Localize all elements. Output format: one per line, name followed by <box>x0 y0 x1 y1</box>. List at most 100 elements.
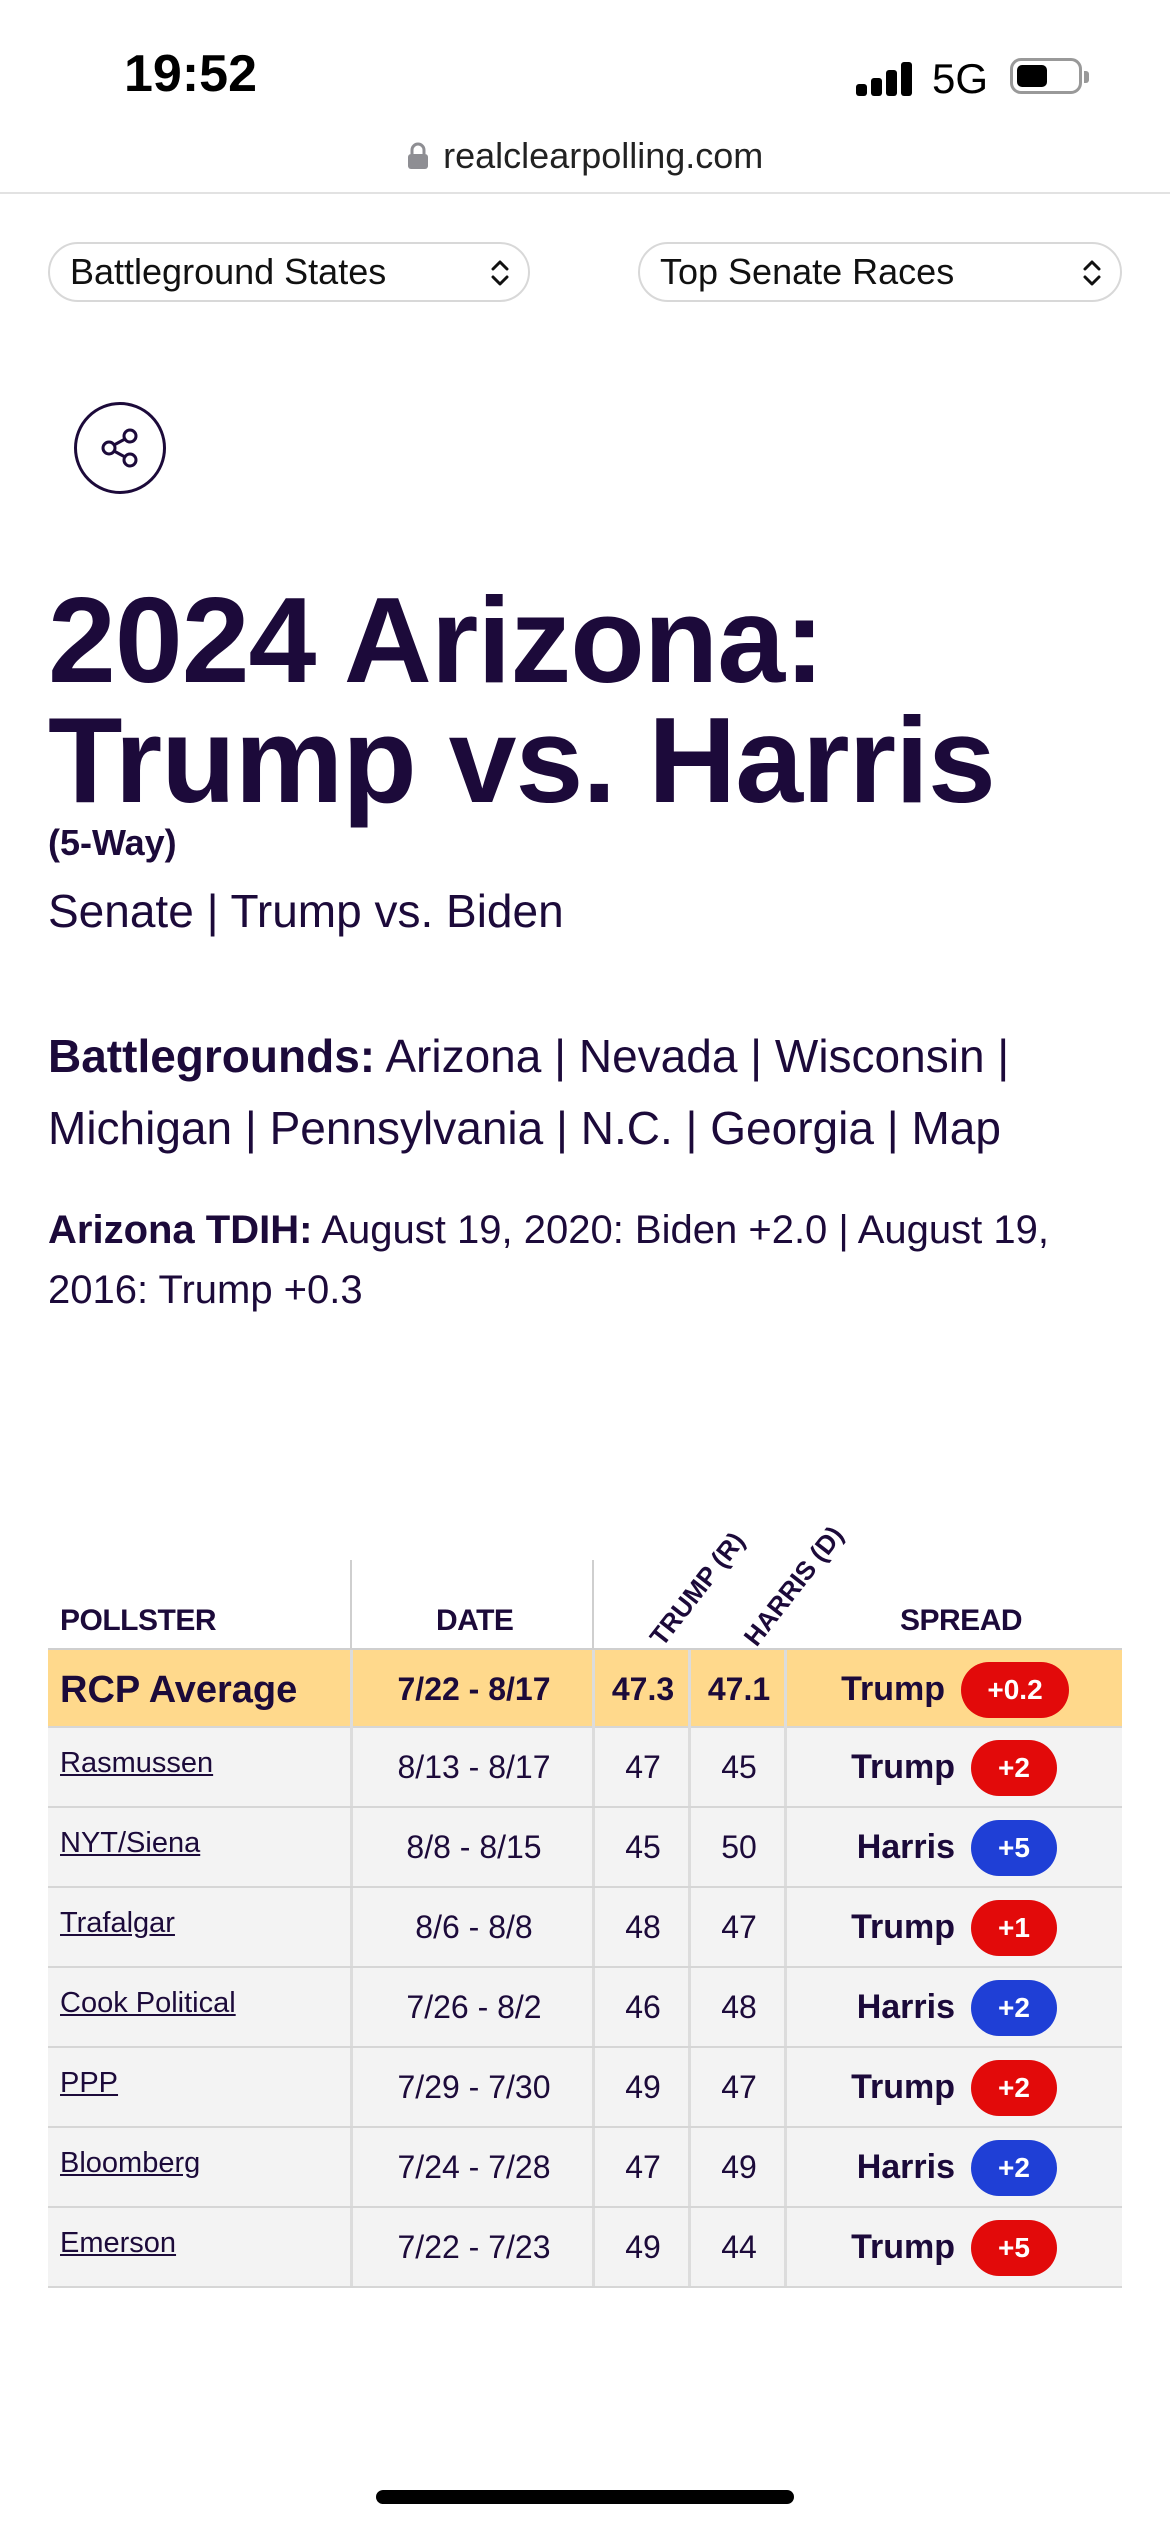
link-nevada[interactable]: Nevada <box>578 1030 738 1082</box>
table-row: Bloomberg 7/24 - 7/28 47 49 Harris +2 <box>48 2128 1122 2208</box>
pollster-link[interactable]: Cook Political <box>60 1987 236 2019</box>
poll-date: 7/22 - 7/23 <box>350 2208 595 2286</box>
average-row: RCP Average 7/22 - 8/17 47.3 47.1 Trump +0.2 <box>48 1648 1122 1728</box>
link-pennsylvania[interactable]: Pennsylvania <box>269 1102 544 1154</box>
header-divider-line <box>592 1560 594 1648</box>
harris-value: 50 <box>688 1808 787 1886</box>
spread-badge: +2 <box>971 2140 1057 2196</box>
header-divider <box>0 192 1170 194</box>
table-body: RCP Average 7/22 - 8/17 47.3 47.1 Trump +0.2 R… <box>48 1648 1122 2288</box>
this-day-in-history: Arizona TDIH: August 19, 2020: Biden +2.… <box>48 1200 1138 1320</box>
tdih-label: Arizona TDIH: <box>48 1208 313 1252</box>
spread-badge: +5 <box>971 2220 1057 2276</box>
poll-date: 7/29 - 7/30 <box>350 2048 595 2126</box>
pollster-link[interactable]: NYT/Siena <box>60 1827 201 1859</box>
pollster-link[interactable]: Bloomberg <box>60 2147 201 2179</box>
spread-cell: Harris +5 <box>784 1808 1125 1886</box>
harris-value: 47 <box>688 1888 787 1966</box>
spread-cell: Harris +2 <box>784 2128 1125 2206</box>
harris-value: 45 <box>688 1728 787 1806</box>
battery-icon <box>1010 58 1089 94</box>
table-row: Cook Political 7/26 - 8/2 46 48 Harris +2 <box>48 1968 1122 2048</box>
top-senate-races-label: Top Senate Races <box>660 251 955 292</box>
page-subtitle: (5-Way) <box>48 822 177 863</box>
polls-table: POLLSTER DATE TRUMP (R) HARRIS (D) SPREA… <box>48 1520 1122 2288</box>
trump-value: 45 <box>592 1808 691 1886</box>
spread-badge: +5 <box>971 1820 1057 1876</box>
poll-date: 7/24 - 7/28 <box>350 2128 595 2206</box>
spread-badge: +2 <box>971 2060 1057 2116</box>
signal-icon <box>856 62 914 96</box>
table-header: POLLSTER DATE TRUMP (R) HARRIS (D) SPREA… <box>48 1520 1122 1651</box>
harris-value: 48 <box>688 1968 787 2046</box>
spread-cell: Harris +2 <box>784 1968 1125 2046</box>
header-trump: TRUMP (R) <box>643 1526 751 1652</box>
pollster-link[interactable]: Trafalgar <box>60 1907 175 1939</box>
tdih-text: August 19, 2020: Biden +2.0 | August 19,… <box>48 1208 1049 1312</box>
pollster-link[interactable]: Rasmussen <box>60 1747 214 1779</box>
share-icon <box>101 428 138 468</box>
table-row: NYT/Siena 8/8 - 8/15 45 50 Harris +5 <box>48 1808 1122 1888</box>
poll-date: 8/6 - 8/8 <box>350 1888 595 1966</box>
link-nc[interactable]: N.C. <box>580 1102 673 1154</box>
table-row: Rasmussen 8/13 - 8/17 47 45 Trump +2 <box>48 1728 1122 1808</box>
url-text: realclearpolling.com <box>443 135 764 176</box>
spread-leader: Trump <box>851 1748 955 1786</box>
spread-leader: Harris <box>856 1828 955 1866</box>
spread-cell: Trump +5 <box>784 2208 1125 2286</box>
chevron-updown-icon <box>1083 260 1101 286</box>
link-georgia[interactable]: Georgia <box>710 1102 874 1154</box>
link-senate[interactable]: Senate <box>48 885 194 937</box>
spread-leader: Harris <box>856 1988 955 2026</box>
harris-value: 47.1 <box>688 1650 787 1728</box>
spread-badge: +0.2 <box>961 1662 1069 1718</box>
harris-value: 47 <box>688 2048 787 2126</box>
share-button[interactable] <box>74 402 166 494</box>
header-pollster: POLLSTER <box>60 1604 217 1637</box>
header-date: DATE <box>436 1604 514 1637</box>
trump-value: 47.3 <box>592 1650 691 1728</box>
link-map[interactable]: Map <box>911 1102 1001 1154</box>
spread-cell: Trump +0.2 <box>784 1650 1125 1728</box>
battlegrounds-label: Battlegrounds: <box>48 1030 376 1082</box>
battleground-states-label: Battleground States <box>70 251 387 292</box>
trump-value: 48 <box>592 1888 691 1966</box>
top-senate-races-select[interactable]: Top Senate Races <box>638 242 1122 302</box>
trump-value: 49 <box>592 2208 691 2286</box>
page-title: 2024 Arizona: Trump vs. Harris <box>48 572 996 828</box>
status-bar: 19:52 5G <box>0 0 1170 130</box>
spread-cell: Trump +1 <box>784 1888 1125 1966</box>
link-wisconsin[interactable]: Wisconsin <box>774 1030 985 1082</box>
spread-badge: +1 <box>971 1900 1057 1956</box>
header-harris: HARRIS (D) <box>737 1520 850 1652</box>
battlegrounds-nav: Battlegrounds: Arizona | Nevada | Wiscon… <box>48 1030 1010 1154</box>
poll-date: 7/26 - 8/2 <box>350 1968 595 2046</box>
table-row: PPP 7/29 - 7/30 49 47 Trump +2 <box>48 2048 1122 2128</box>
average-label: RCP Average <box>60 1669 298 1711</box>
table-row: Emerson 7/22 - 7/23 49 44 Trump +5 <box>48 2208 1122 2288</box>
trump-value: 47 <box>592 2128 691 2206</box>
trump-value: 49 <box>592 2048 691 2126</box>
link-trump-vs-biden[interactable]: Trump vs. Biden <box>230 885 564 937</box>
header-spread: SPREAD <box>900 1604 1023 1637</box>
pollster-link[interactable]: PPP <box>60 2067 119 2099</box>
spread-leader: Trump <box>851 2228 955 2266</box>
header-divider-line <box>350 1560 352 1648</box>
battleground-states-select[interactable]: Battleground States <box>48 242 530 302</box>
spread-badge: +2 <box>971 1980 1057 2036</box>
network-label: 5G <box>932 55 989 102</box>
link-michigan[interactable]: Michigan <box>48 1102 233 1154</box>
spread-badge: +2 <box>971 1740 1057 1796</box>
table-row: Trafalgar 8/6 - 8/8 48 47 Trump +1 <box>48 1888 1122 1968</box>
chevron-updown-icon <box>491 260 509 286</box>
poll-date: 8/13 - 8/17 <box>350 1728 595 1806</box>
status-time: 19:52 <box>124 45 257 103</box>
related-links: Senate | Trump vs. Biden <box>48 885 564 937</box>
harris-value: 49 <box>688 2128 787 2206</box>
spread-leader: Harris <box>856 2148 955 2186</box>
home-indicator[interactable] <box>376 2490 794 2504</box>
link-arizona[interactable]: Arizona <box>385 1030 542 1082</box>
pollster-link[interactable]: Emerson <box>60 2227 177 2259</box>
trump-value: 46 <box>592 1968 691 2046</box>
address-bar[interactable]: realclearpolling.com <box>0 120 1170 192</box>
